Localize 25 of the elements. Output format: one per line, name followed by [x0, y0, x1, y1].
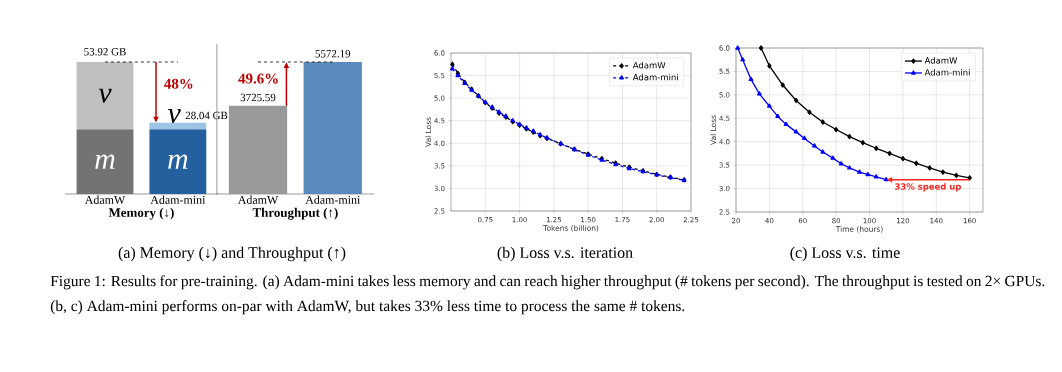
- x-tick-label: Adam-mini: [305, 195, 361, 204]
- text: m: [168, 154, 188, 169]
- x-tick-label: AdamW: [84, 195, 126, 204]
- text: (a) Memory (↓) and Throughput (↑): [118, 246, 346, 262]
- caption: Figure 1: Results for pre-training. (a) Adam-mini takes less memory and can reach higher throughput (# tokens per second). The throughput is tested on 2× GPUs. (b, c) Adam-mini performs on-par with AdamW, but takes 33% less time to process the same # tokens.: [50, 275, 1045, 315]
- x-axis-title: Throughput (↑): [252, 207, 338, 220]
- legend-label: Adam-mini: [924, 69, 970, 76]
- series-label: v: [167, 109, 181, 124]
- annotation: 48%: [164, 78, 193, 89]
- annotation: 28.04 GB: [185, 111, 228, 120]
- text: v: [98, 88, 112, 103]
- annotation: 33% speed up: [895, 183, 962, 192]
- annotation: 53.92 GB: [84, 48, 126, 56]
- text: (b) Loss v.s. iteration: [497, 246, 633, 262]
- data-label: 3725.59: [240, 93, 276, 102]
- x-axis-title: Memory (↓): [108, 207, 174, 220]
- annotation: 49.6%: [238, 73, 278, 84]
- series-label: m: [95, 154, 115, 169]
- legend-label: AdamW: [924, 57, 958, 64]
- x-tick-label: Adam-mini: [150, 195, 206, 204]
- data-label: 5572.19: [315, 50, 351, 58]
- text: (c) Loss v.s. time: [790, 246, 900, 262]
- legend-label: Adam-mini: [632, 73, 678, 81]
- x-tick-label: AdamW: [237, 195, 279, 204]
- legend-label: AdamW: [632, 61, 666, 69]
